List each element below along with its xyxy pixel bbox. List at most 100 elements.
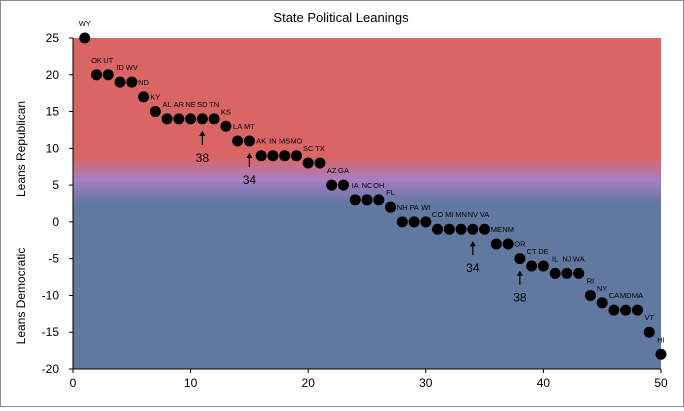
data-point bbox=[479, 223, 491, 235]
data-point bbox=[620, 304, 632, 316]
data-point bbox=[220, 120, 232, 132]
y-tick-label: 15 bbox=[46, 105, 60, 119]
data-point bbox=[396, 216, 408, 228]
point-label: UT bbox=[103, 56, 113, 65]
data-point bbox=[655, 348, 667, 360]
chart-title: State Political Leanings bbox=[273, 10, 409, 25]
data-point bbox=[608, 304, 620, 316]
point-label: IA bbox=[352, 181, 359, 190]
data-point bbox=[537, 260, 549, 272]
point-label: VT bbox=[644, 313, 654, 322]
point-label: CT bbox=[527, 247, 537, 256]
point-label: SD bbox=[197, 100, 208, 109]
data-point bbox=[373, 194, 385, 206]
data-point bbox=[302, 157, 314, 169]
point-label: IL bbox=[552, 254, 558, 263]
point-label: NE bbox=[185, 100, 195, 109]
y-axis-label-republican: Leans Republican bbox=[14, 101, 28, 197]
point-label: AR bbox=[174, 100, 185, 109]
point-label: OH bbox=[373, 181, 384, 190]
annotations: 38 34 34 38 bbox=[196, 130, 527, 305]
point-label: NY bbox=[597, 284, 607, 293]
data-point bbox=[573, 267, 585, 279]
point-label: VA bbox=[480, 210, 489, 219]
data-point bbox=[91, 69, 103, 81]
point-label: CO bbox=[432, 210, 443, 219]
y-tick-label: 5 bbox=[52, 178, 59, 192]
point-label: WI bbox=[421, 203, 430, 212]
point-label: TX bbox=[315, 144, 325, 153]
point-label: NH bbox=[397, 203, 408, 212]
data-point bbox=[584, 289, 596, 301]
data-point bbox=[314, 157, 326, 169]
point-label: HI bbox=[657, 335, 665, 344]
annotation-label: 34 bbox=[243, 173, 257, 187]
point-label: MN bbox=[455, 210, 467, 219]
point-label: AL bbox=[162, 100, 171, 109]
point-label: MA bbox=[632, 291, 643, 300]
point-label: FL bbox=[386, 188, 395, 197]
point-label: DE bbox=[538, 247, 548, 256]
x-tick-label: 0 bbox=[70, 376, 77, 390]
x-tick-label: 30 bbox=[419, 376, 433, 390]
y-tick-label: 20 bbox=[46, 68, 60, 82]
point-label: MD bbox=[620, 291, 632, 300]
annotation-arrow-head bbox=[469, 241, 476, 247]
y-tick-label: 0 bbox=[52, 215, 59, 229]
point-label: WV bbox=[126, 63, 138, 72]
data-point bbox=[490, 238, 502, 250]
point-label: MT bbox=[244, 122, 255, 131]
data-point bbox=[232, 135, 244, 147]
point-label: PA bbox=[409, 203, 418, 212]
data-point bbox=[361, 194, 373, 206]
y-tick-label: -20 bbox=[42, 362, 60, 376]
y-tick-label: -10 bbox=[42, 288, 60, 302]
data-point bbox=[196, 113, 208, 125]
data-point bbox=[408, 216, 420, 228]
point-label: ID bbox=[116, 63, 124, 72]
point-label: AK bbox=[256, 137, 266, 146]
point-label: CA bbox=[609, 291, 619, 300]
data-point bbox=[114, 76, 126, 88]
data-point bbox=[126, 76, 138, 88]
annotation-label: 38 bbox=[196, 151, 210, 165]
point-label: NV bbox=[468, 210, 478, 219]
data-point bbox=[255, 150, 267, 162]
data-point bbox=[138, 91, 150, 103]
point-label: MI bbox=[445, 210, 453, 219]
data-point bbox=[102, 69, 114, 81]
x-tick-label: 10 bbox=[184, 376, 198, 390]
data-point bbox=[467, 223, 479, 235]
point-label: WA bbox=[573, 254, 585, 263]
data-point bbox=[208, 113, 220, 125]
annotation-arrow-head bbox=[199, 130, 206, 136]
point-label: RI bbox=[587, 276, 595, 285]
point-label: WY bbox=[79, 19, 91, 28]
annotation-label: 34 bbox=[466, 261, 480, 275]
data-points bbox=[79, 32, 667, 360]
data-point bbox=[385, 201, 397, 213]
data-point bbox=[243, 135, 255, 147]
x-tick-label: 20 bbox=[302, 376, 316, 390]
annotation-arrow-head bbox=[516, 270, 523, 276]
data-point bbox=[267, 150, 279, 162]
data-point bbox=[631, 304, 643, 316]
point-label: SC bbox=[303, 144, 314, 153]
y-axis-label-democratic: Leans Democratic bbox=[14, 248, 28, 345]
point-label: IN bbox=[269, 137, 277, 146]
data-point bbox=[79, 32, 91, 44]
annotation-arrow-head bbox=[246, 152, 253, 158]
point-label: ND bbox=[138, 78, 149, 87]
data-point bbox=[326, 179, 338, 191]
axes: -20 -15 -10 -5 0 5 10 15 20 25 0 10 20 30 40 50 bbox=[42, 31, 668, 390]
data-point bbox=[596, 297, 608, 309]
data-point bbox=[173, 113, 185, 125]
point-label: MO bbox=[290, 137, 302, 146]
data-point bbox=[526, 260, 538, 272]
point-label: ME bbox=[491, 225, 502, 234]
y-tick-label: 10 bbox=[46, 141, 60, 155]
data-point bbox=[643, 326, 655, 338]
point-label: OK bbox=[91, 56, 102, 65]
